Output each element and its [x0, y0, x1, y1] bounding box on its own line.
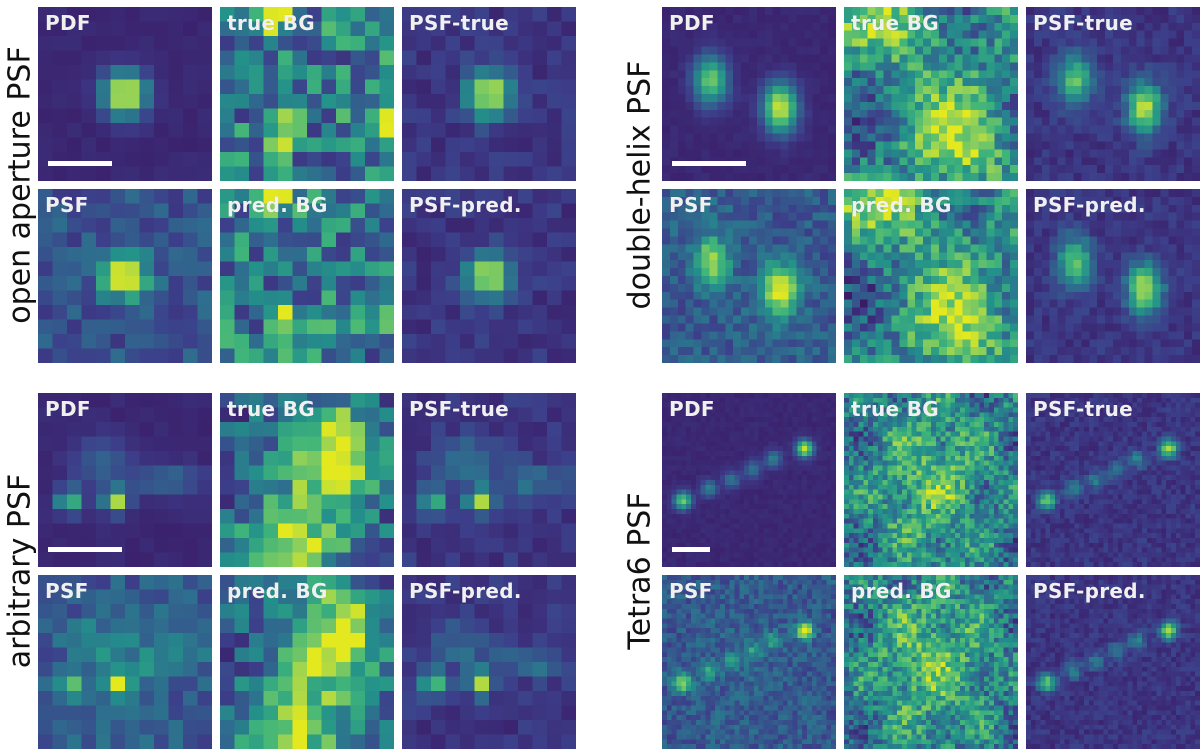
panel-dh-psfbg-1: PSF-pred. [1026, 189, 1200, 363]
panel-open-psfbg-1: PSF-pred. [402, 189, 576, 363]
panel-open-pdf-0: PDF [38, 7, 212, 181]
panel-arb-psfbg-1: PSF-pred. [402, 575, 576, 749]
panel-open-bg-0: true BG [220, 7, 394, 181]
scale-bar [672, 547, 710, 552]
panel-dh-psfnoisy-1: PSF [662, 189, 836, 363]
panel-label: PSF [45, 193, 89, 217]
panel-label: PSF-pred. [409, 579, 522, 603]
panel-tetra-bg-0: true BG [844, 393, 1018, 567]
panel-arb-psfnoisy-1: PSF [38, 575, 212, 749]
scale-bar [48, 547, 122, 552]
panel-label: true BG [227, 397, 315, 421]
panel-dh-pdf-0: PDF [662, 7, 836, 181]
panel-open-bg-1: pred. BG [220, 189, 394, 363]
panel-label: pred. BG [851, 579, 952, 603]
panel-label: PSF-true [1033, 11, 1133, 35]
panel-label: PSF-pred. [409, 193, 522, 217]
panel-label: PSF [669, 579, 713, 603]
scale-bar [672, 161, 746, 166]
panel-label: PDF [669, 11, 715, 35]
panel-label: PSF [45, 579, 89, 603]
panel-label: PSF-true [409, 397, 509, 421]
row-label-tetra: Tetra6 PSF [623, 492, 658, 649]
panel-label: PDF [45, 397, 91, 421]
panel-arb-psfbg-0: PSF-true [402, 393, 576, 567]
scale-bar [48, 161, 112, 166]
panel-tetra-psfbg-0: PSF-true [1026, 393, 1200, 567]
panel-label: true BG [851, 11, 939, 35]
panel-dh-psfbg-0: PSF-true [1026, 7, 1200, 181]
panel-tetra-psfnoisy-1: PSF [662, 575, 836, 749]
panel-arb-pdf-0: PDF [38, 393, 212, 567]
panel-label: PSF-pred. [1033, 579, 1146, 603]
panel-label: PSF-true [1033, 397, 1133, 421]
panel-label: true BG [227, 11, 315, 35]
panel-label: PSF [669, 193, 713, 217]
panel-dh-bg-1: pred. BG [844, 189, 1018, 363]
panel-arb-bg-0: true BG [220, 393, 394, 567]
panel-label: pred. BG [851, 193, 952, 217]
panel-label: pred. BG [227, 579, 328, 603]
panel-arb-bg-1: pred. BG [220, 575, 394, 749]
row-label-dh: double-helix PSF [623, 61, 658, 310]
row-label-open: open aperture PSF [3, 46, 38, 323]
row-label-arb: arbitrary PSF [3, 474, 38, 669]
panel-label: PSF-pred. [1033, 193, 1146, 217]
panel-dh-bg-0: true BG [844, 7, 1018, 181]
panel-label: PDF [45, 11, 91, 35]
panel-label: pred. BG [227, 193, 328, 217]
panel-label: PDF [669, 397, 715, 421]
panel-label: PSF-true [409, 11, 509, 35]
panel-tetra-bg-1: pred. BG [844, 575, 1018, 749]
panel-tetra-pdf-0: PDF [662, 393, 836, 567]
panel-tetra-psfbg-1: PSF-pred. [1026, 575, 1200, 749]
panel-open-psfnoisy-1: PSF [38, 189, 212, 363]
panel-label: true BG [851, 397, 939, 421]
panel-open-psfbg-0: PSF-true [402, 7, 576, 181]
